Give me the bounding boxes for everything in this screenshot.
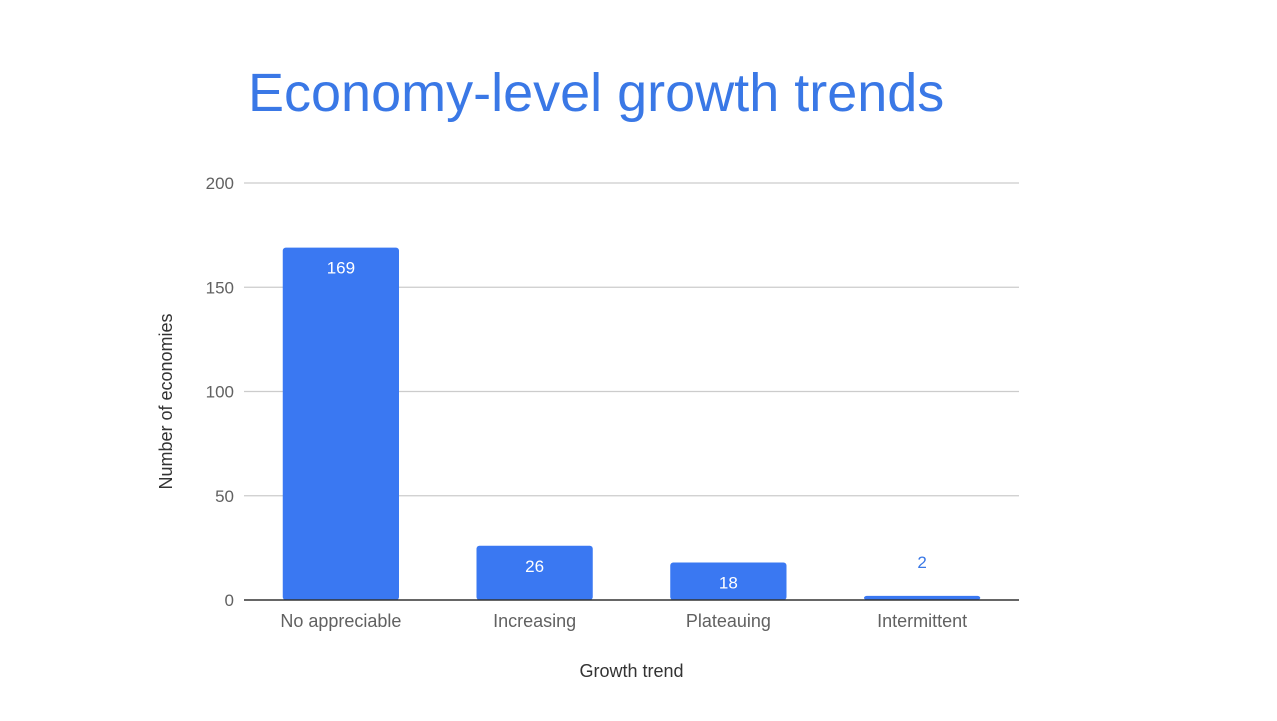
- y-tick-label: 100: [206, 383, 234, 402]
- x-tick-label: Increasing: [493, 611, 576, 631]
- bar: [864, 595, 981, 600]
- data-label: 26: [525, 557, 544, 576]
- y-tick-label: 150: [206, 278, 234, 297]
- data-label: 169: [327, 259, 355, 278]
- x-axis-ticks: No appreciable Increasing Plateauing Interm…: [280, 611, 967, 631]
- data-label: 18: [719, 573, 738, 592]
- bar: [282, 247, 399, 600]
- x-tick-label: No appreciable: [280, 611, 401, 631]
- bar: [476, 545, 593, 600]
- x-tick-label: Intermittent: [877, 611, 967, 631]
- bar: [670, 562, 787, 600]
- data-labels: 169 26 18 2: [327, 259, 927, 593]
- x-axis-title: Growth trend: [579, 661, 683, 681]
- y-tick-label: 50: [215, 487, 234, 506]
- y-tick-label: 0: [225, 591, 234, 610]
- y-tick-label: 200: [206, 174, 234, 193]
- chart-title: Economy-level growth trends: [248, 63, 945, 123]
- y-axis-ticks: 0 50 100 150 200: [206, 174, 234, 610]
- bars: [282, 247, 981, 600]
- data-label: 2: [917, 553, 926, 572]
- y-axis-title: Number of economies: [156, 313, 176, 489]
- x-tick-label: Plateauing: [686, 611, 771, 631]
